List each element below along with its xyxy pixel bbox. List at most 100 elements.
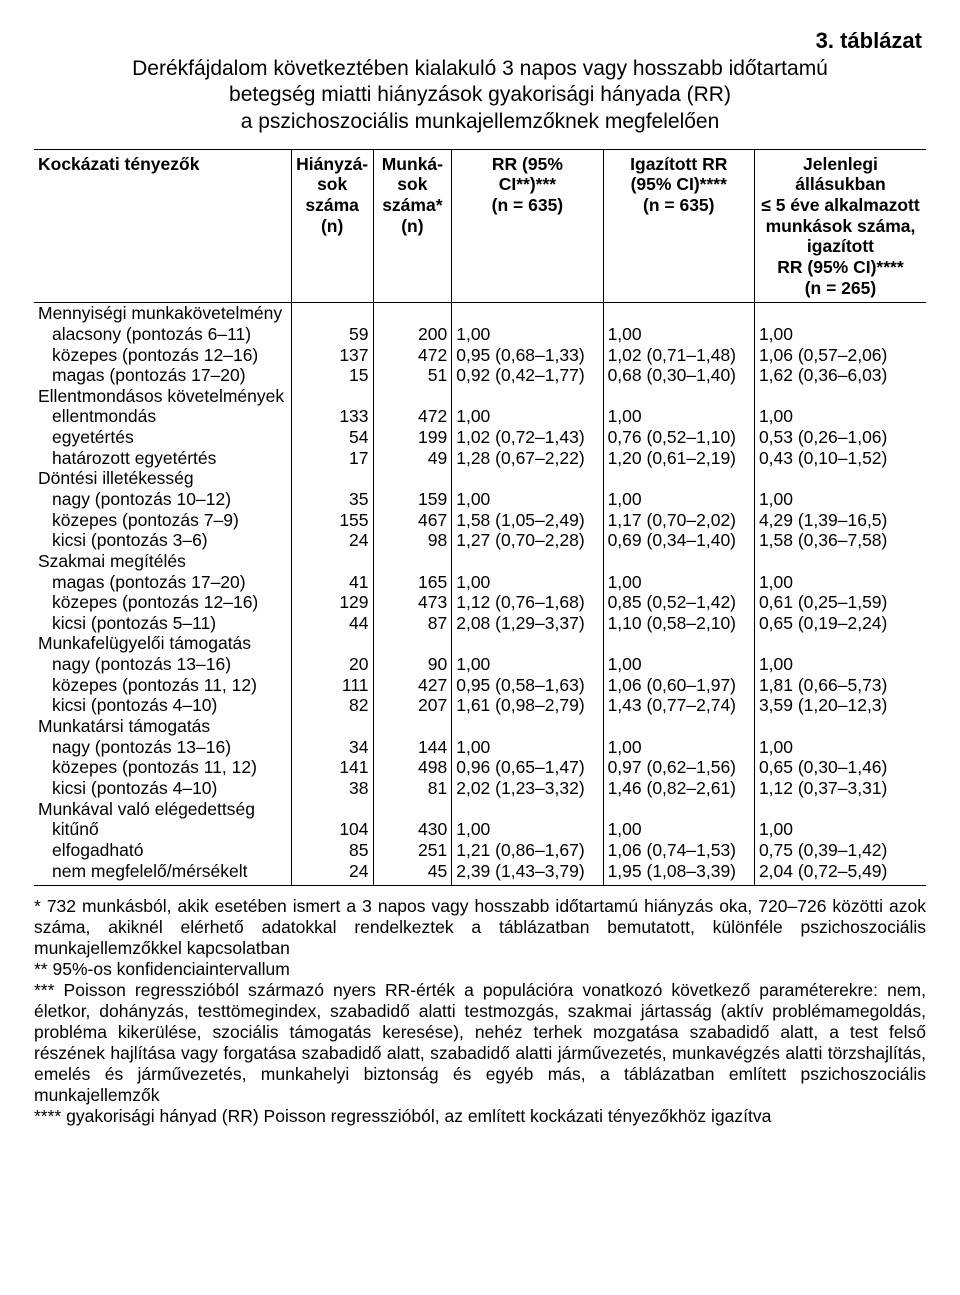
- cell-adj-rr: 1,00: [603, 572, 754, 593]
- table-row: egyetértés541991,02 (0,72–1,43)0,76 (0,5…: [34, 427, 926, 448]
- table-row: Szakmai megítélés: [34, 551, 926, 572]
- group-label: Mennyiségi munkakövetelmény: [34, 303, 291, 324]
- cell-current-rr: 1,00: [754, 572, 926, 593]
- col-header-current: Jelenlegi állásukban≤ 5 éve alkalmazottm…: [754, 149, 926, 302]
- cell-n2: 51: [373, 365, 452, 386]
- row-label: kicsi (pontozás 4–10): [34, 695, 291, 716]
- cell-rr: 1,00: [452, 819, 603, 840]
- cell-rr: 1,00: [452, 489, 603, 510]
- cell-adj-rr: 1,02 (0,71–1,48): [603, 345, 754, 366]
- table-row: magas (pontozás 17–20)411651,001,001,00: [34, 572, 926, 593]
- table-row: ellentmondás1334721,001,001,00: [34, 406, 926, 427]
- footnotes: * 732 munkásból, akik esetében ismert a …: [34, 896, 926, 1127]
- cell-n1: 44: [291, 613, 373, 634]
- document-page: 3. táblázat Derékfájdalom következtében …: [0, 0, 960, 1157]
- cell-rr: 2,39 (1,43–3,79): [452, 861, 603, 886]
- cell-current-rr: 0,65 (0,30–1,46): [754, 757, 926, 778]
- row-label: közepes (pontozás 12–16): [34, 592, 291, 613]
- table-row: Munkafelügyelői támogatás: [34, 633, 926, 654]
- row-label: határozott egyetértés: [34, 448, 291, 469]
- cell-n2: 251: [373, 840, 452, 861]
- cell-rr: 2,08 (1,29–3,37): [452, 613, 603, 634]
- cell-n2: 427: [373, 675, 452, 696]
- row-label: kitűnő: [34, 819, 291, 840]
- table-row: kicsi (pontozás 3–6)24981,27 (0,70–2,28)…: [34, 530, 926, 551]
- cell-n1: 82: [291, 695, 373, 716]
- footnote: *** Poisson regresszióból származó nyers…: [34, 980, 926, 1106]
- cell-adj-rr: 1,00: [603, 819, 754, 840]
- row-label: nagy (pontozás 13–16): [34, 654, 291, 675]
- cell-rr: 1,58 (1,05–2,49): [452, 510, 603, 531]
- cell-n2: 467: [373, 510, 452, 531]
- cell-adj-rr: 0,85 (0,52–1,42): [603, 592, 754, 613]
- cell-n2: 159: [373, 489, 452, 510]
- table-row: alacsony (pontozás 6–11)592001,001,001,0…: [34, 324, 926, 345]
- cell-current-rr: 0,61 (0,25–1,59): [754, 592, 926, 613]
- cell-n1: 59: [291, 324, 373, 345]
- cell-n1: 54: [291, 427, 373, 448]
- row-label: nagy (pontozás 10–12): [34, 489, 291, 510]
- table-row: közepes (pontozás 12–16)1294731,12 (0,76…: [34, 592, 926, 613]
- cell-rr: 1,61 (0,98–2,79): [452, 695, 603, 716]
- cell-adj-rr: 1,06 (0,60–1,97): [603, 675, 754, 696]
- cell-adj-rr: 0,69 (0,34–1,40): [603, 530, 754, 551]
- cell-adj-rr: 1,17 (0,70–2,02): [603, 510, 754, 531]
- group-label: Ellentmondásos követelmények: [34, 386, 291, 407]
- cell-rr: 1,00: [452, 654, 603, 675]
- table-row: közepes (pontozás 7–9)1554671,58 (1,05–2…: [34, 510, 926, 531]
- cell-adj-rr: 1,00: [603, 737, 754, 758]
- cell-adj-rr: 1,20 (0,61–2,19): [603, 448, 754, 469]
- cell-n2: 498: [373, 757, 452, 778]
- cell-current-rr: 0,43 (0,10–1,52): [754, 448, 926, 469]
- cell-n2: 430: [373, 819, 452, 840]
- cell-n2: 200: [373, 324, 452, 345]
- cell-n1: 35: [291, 489, 373, 510]
- row-label: kicsi (pontozás 3–6): [34, 530, 291, 551]
- row-label: kicsi (pontozás 5–11): [34, 613, 291, 634]
- cell-current-rr: 1,81 (0,66–5,73): [754, 675, 926, 696]
- table-row: kicsi (pontozás 5–11)44872,08 (1,29–3,37…: [34, 613, 926, 634]
- row-label: magas (pontozás 17–20): [34, 365, 291, 386]
- cell-current-rr: 1,00: [754, 654, 926, 675]
- cell-n2: 473: [373, 592, 452, 613]
- cell-current-rr: 1,62 (0,36–6,03): [754, 365, 926, 386]
- cell-current-rr: 0,75 (0,39–1,42): [754, 840, 926, 861]
- cell-current-rr: 3,59 (1,20–12,3): [754, 695, 926, 716]
- cell-rr: 2,02 (1,23–3,32): [452, 778, 603, 799]
- cell-current-rr: 1,00: [754, 406, 926, 427]
- cell-n2: 165: [373, 572, 452, 593]
- cell-n1: 34: [291, 737, 373, 758]
- table-row: határozott egyetértés17491,28 (0,67–2,22…: [34, 448, 926, 469]
- cell-adj-rr: 1,46 (0,82–2,61): [603, 778, 754, 799]
- cell-current-rr: 1,12 (0,37–3,31): [754, 778, 926, 799]
- table-row: Döntési illetékesség: [34, 468, 926, 489]
- cell-n2: 98: [373, 530, 452, 551]
- cell-adj-rr: 0,68 (0,30–1,40): [603, 365, 754, 386]
- cell-n2: 87: [373, 613, 452, 634]
- cell-current-rr: 4,29 (1,39–16,5): [754, 510, 926, 531]
- cell-current-rr: 2,04 (0,72–5,49): [754, 861, 926, 886]
- cell-n2: 45: [373, 861, 452, 886]
- cell-rr: 1,00: [452, 324, 603, 345]
- table-row: Munkával való elégedettség: [34, 799, 926, 820]
- table-row: elfogadható852511,21 (0,86–1,67)1,06 (0,…: [34, 840, 926, 861]
- table-row: nem megfelelő/mérsékelt24452,39 (1,43–3,…: [34, 861, 926, 886]
- table-row: Munkatársi támogatás: [34, 716, 926, 737]
- table-row: kicsi (pontozás 4–10)38812,02 (1,23–3,32…: [34, 778, 926, 799]
- cell-current-rr: 1,00: [754, 819, 926, 840]
- cell-adj-rr: 1,00: [603, 324, 754, 345]
- cell-rr: 1,00: [452, 572, 603, 593]
- cell-adj-rr: 0,97 (0,62–1,56): [603, 757, 754, 778]
- cell-current-rr: 1,00: [754, 489, 926, 510]
- data-table: Kockázati tényezők Hiányzá-sokszáma(n) M…: [34, 149, 926, 886]
- cell-rr: 1,00: [452, 406, 603, 427]
- cell-n1: 141: [291, 757, 373, 778]
- cell-n1: 85: [291, 840, 373, 861]
- group-label: Munkafelügyelői támogatás: [34, 633, 291, 654]
- cell-rr: 1,02 (0,72–1,43): [452, 427, 603, 448]
- table-row: kicsi (pontozás 4–10)822071,61 (0,98–2,7…: [34, 695, 926, 716]
- table-row: Mennyiségi munkakövetelmény: [34, 303, 926, 324]
- table-title: Derékfájdalom következtében kialakuló 3 …: [34, 56, 926, 135]
- table-row: közepes (pontozás 12–16)1374720,95 (0,68…: [34, 345, 926, 366]
- cell-n1: 104: [291, 819, 373, 840]
